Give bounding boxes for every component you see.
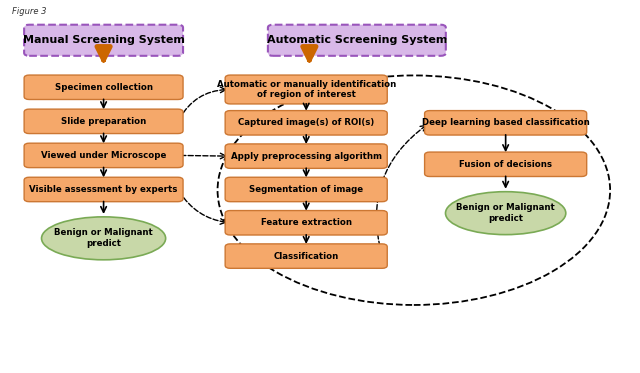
FancyBboxPatch shape — [24, 109, 183, 134]
Text: Manual Screening System: Manual Screening System — [22, 35, 184, 45]
FancyBboxPatch shape — [24, 177, 183, 202]
Text: Benign or Malignant
predict: Benign or Malignant predict — [54, 228, 153, 248]
Text: Deep learning based classification: Deep learning based classification — [422, 118, 589, 127]
Text: Specimen collection: Specimen collection — [54, 83, 152, 92]
FancyBboxPatch shape — [24, 143, 183, 167]
Text: Benign or Malignant
predict: Benign or Malignant predict — [456, 203, 555, 223]
FancyBboxPatch shape — [225, 111, 387, 135]
FancyBboxPatch shape — [225, 177, 387, 202]
FancyBboxPatch shape — [24, 25, 183, 56]
Ellipse shape — [445, 192, 566, 235]
FancyBboxPatch shape — [225, 211, 387, 235]
Text: Automatic Screening System: Automatic Screening System — [267, 35, 447, 45]
FancyBboxPatch shape — [268, 25, 446, 56]
FancyBboxPatch shape — [24, 75, 183, 100]
Text: Segmentation of image: Segmentation of image — [249, 185, 364, 194]
Text: Slide preparation: Slide preparation — [61, 117, 146, 126]
Text: Apply preprocessing algorithm: Apply preprocessing algorithm — [230, 152, 381, 161]
Text: Captured image(s) of ROI(s): Captured image(s) of ROI(s) — [238, 118, 374, 127]
Text: Fusion of decisions: Fusion of decisions — [459, 160, 552, 169]
FancyBboxPatch shape — [424, 152, 587, 176]
Text: Visible assessment by experts: Visible assessment by experts — [29, 185, 178, 194]
Ellipse shape — [42, 217, 166, 260]
Text: Feature extraction: Feature extraction — [260, 218, 352, 227]
Text: Figure 3: Figure 3 — [12, 7, 46, 16]
FancyBboxPatch shape — [225, 144, 387, 168]
FancyBboxPatch shape — [225, 75, 387, 104]
Text: Classification: Classification — [273, 252, 339, 261]
Text: Automatic or manually identification
of region of interest: Automatic or manually identification of … — [216, 79, 396, 99]
FancyBboxPatch shape — [424, 111, 587, 135]
Text: Viewed under Microscope: Viewed under Microscope — [41, 151, 166, 160]
FancyBboxPatch shape — [225, 244, 387, 268]
